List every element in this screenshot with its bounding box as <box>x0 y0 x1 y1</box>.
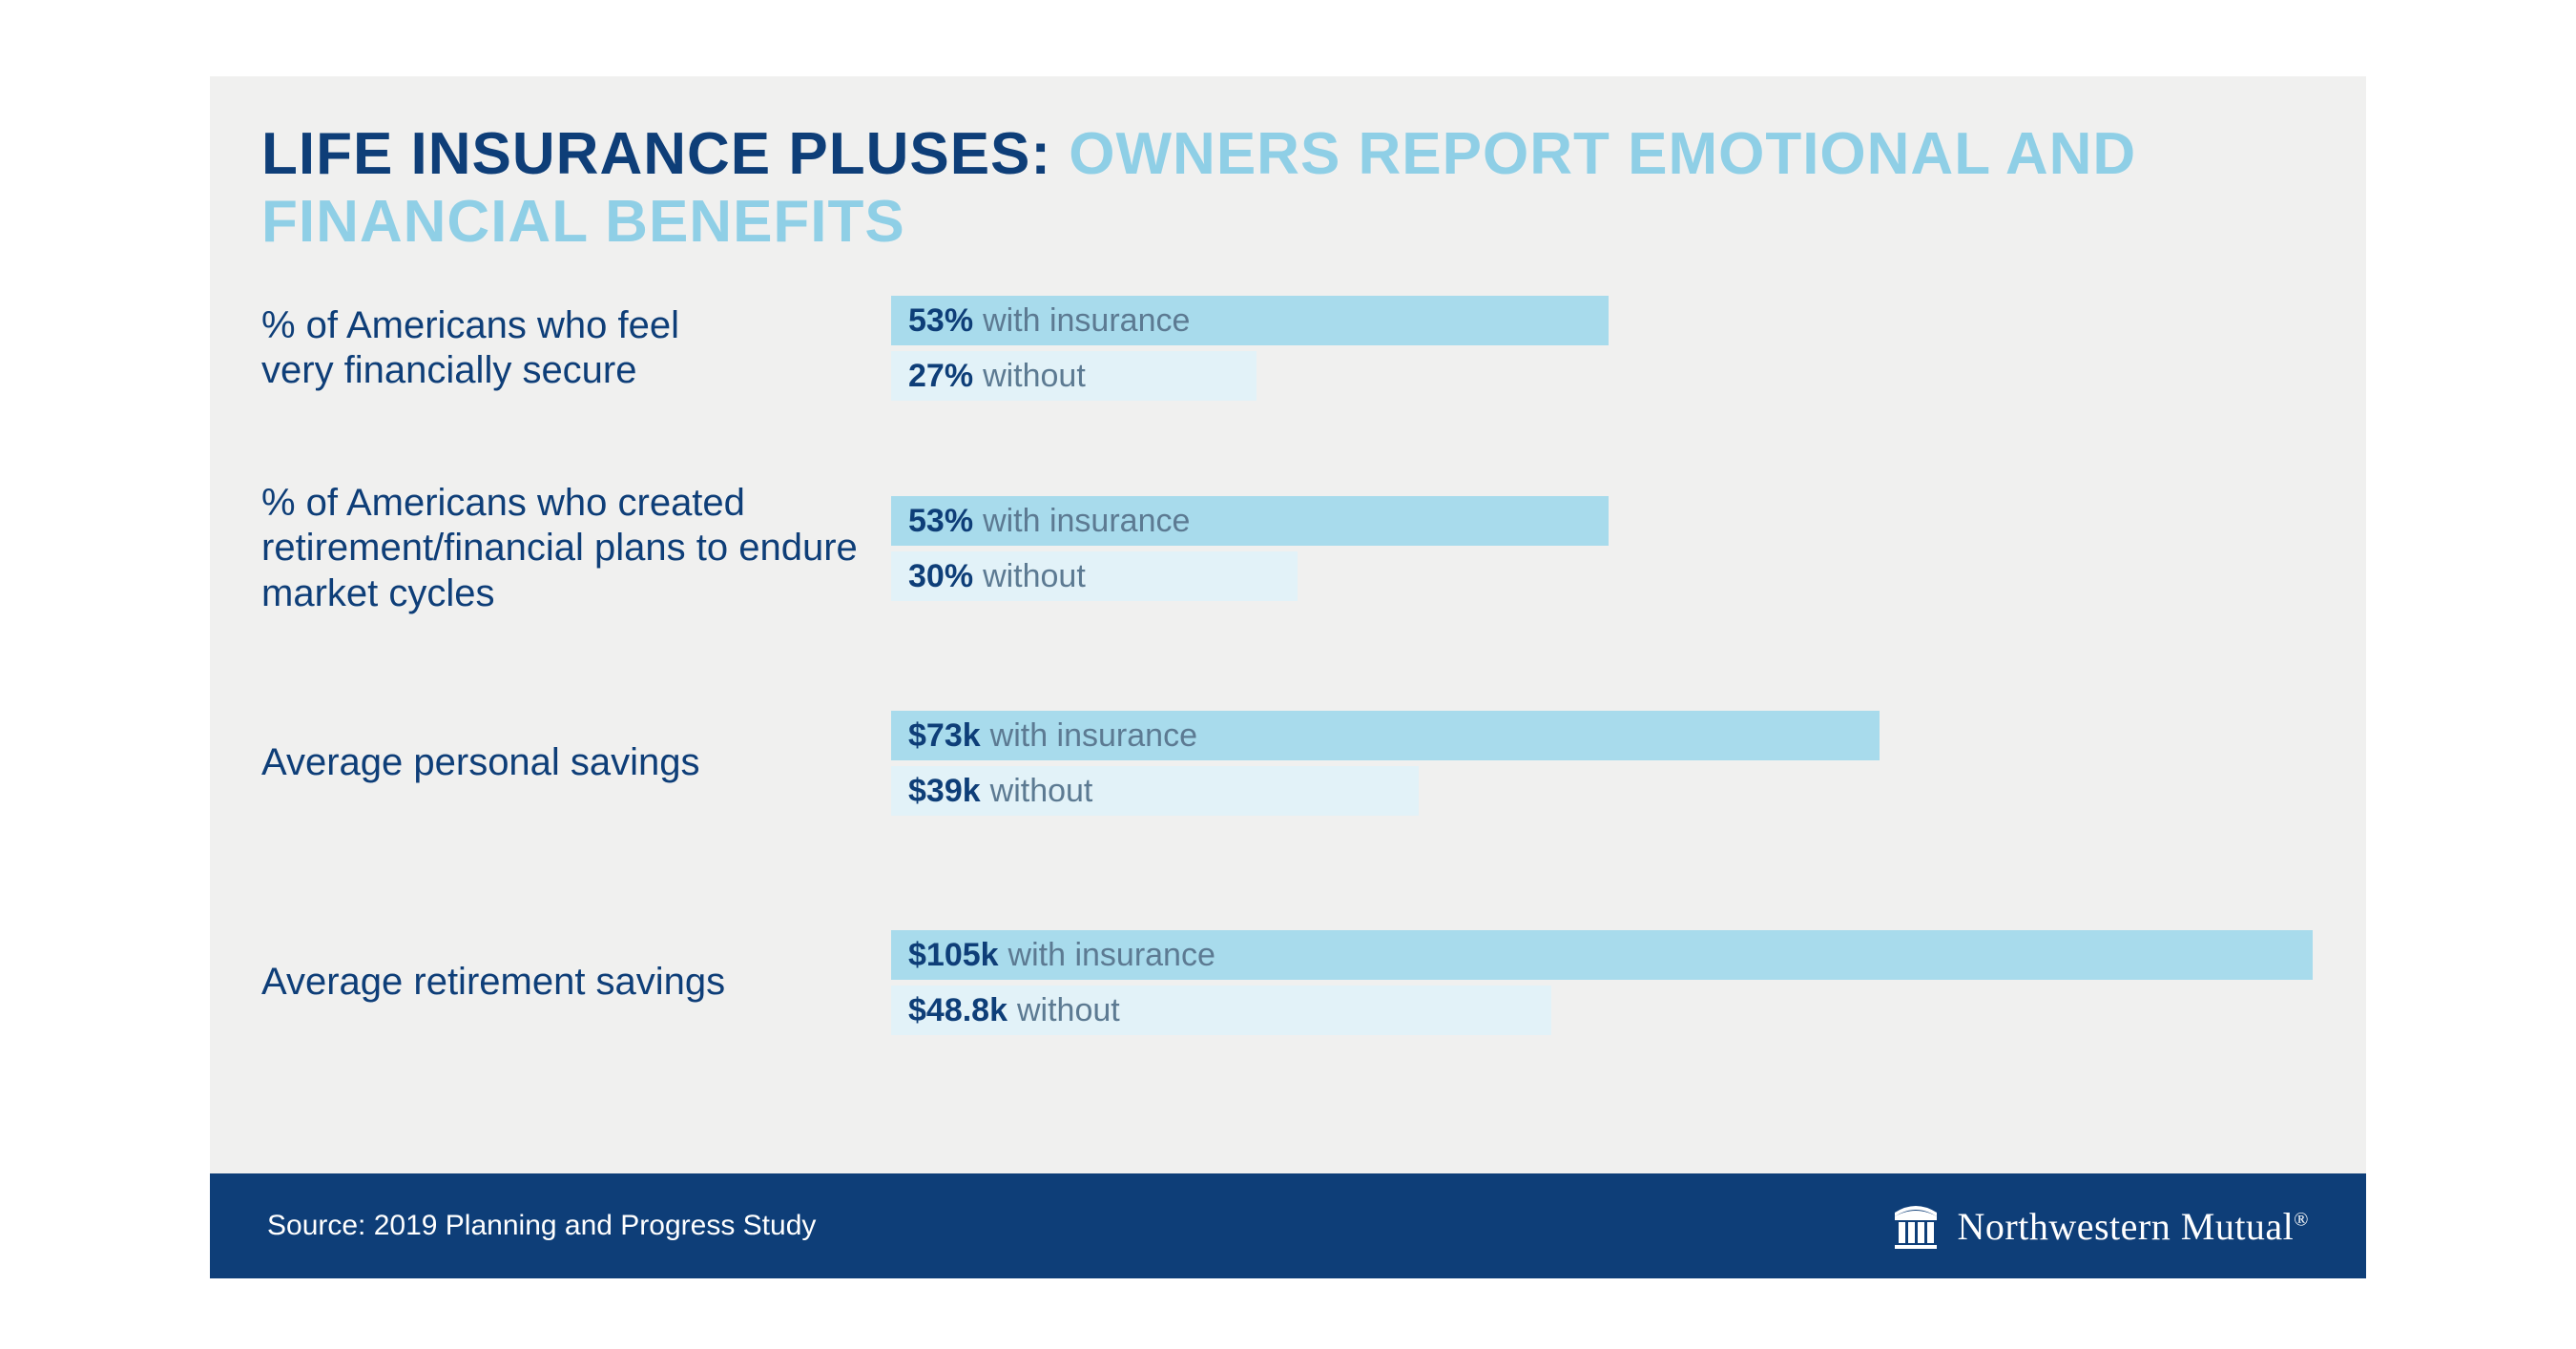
footer-bar: Source: 2019 Planning and Progress Study <box>210 1173 2366 1278</box>
bar-value: $39k <box>908 773 981 810</box>
row-label: Average retirement savings <box>261 960 891 1005</box>
bar-value: $105k <box>908 937 999 974</box>
row-bars: 53% with insurance 30% without <box>891 496 2313 601</box>
chart-row: Average personal savings$73kwith insuran… <box>261 658 2313 868</box>
chart-title: LIFE INSURANCE PLUSES: OWNERS REPORT EMO… <box>261 120 2366 256</box>
registered-mark: ® <box>2294 1209 2309 1230</box>
bar-with: $73kwith insurance <box>891 711 1880 760</box>
bar-with: 53% with insurance <box>891 296 1609 345</box>
brand-name-text: Northwestern Mutual <box>1958 1205 2295 1248</box>
infographic-canvas: LIFE INSURANCE PLUSES: OWNERS REPORT EMO… <box>210 76 2366 1278</box>
bar-without: $39kwithout <box>891 766 1419 816</box>
chart-row: % of Americans who created retirement/fi… <box>261 439 2313 658</box>
brand-lockup: Northwestern Mutual® <box>1891 1203 2309 1249</box>
column-icon <box>1891 1203 1941 1249</box>
source-citation: Source: 2019 Planning and Progress Study <box>267 1210 816 1242</box>
row-bars: $73kwith insurance$39kwithout <box>891 711 2313 816</box>
bar-suffix: with insurance <box>983 503 1190 540</box>
chart-row: % of Americans who feel very financially… <box>261 258 2313 439</box>
bar-suffix: with insurance <box>1008 937 1215 974</box>
bar-value: 53% <box>908 503 973 540</box>
bar-suffix: without <box>983 558 1086 595</box>
row-bars: $105kwith insurance$48.8kwithout <box>891 930 2313 1035</box>
bar-value: 30% <box>908 558 973 595</box>
bar-with: 53% with insurance <box>891 496 1609 546</box>
bar-value: $73k <box>908 717 981 755</box>
row-label: % of Americans who created retirement/fi… <box>261 481 891 616</box>
chart-row: Average retirement savings$105kwith insu… <box>261 868 2313 1097</box>
bar-value: $48.8k <box>908 992 1008 1029</box>
bar-without: $48.8kwithout <box>891 986 1551 1035</box>
bar-suffix: without <box>983 358 1086 395</box>
bar-suffix: with insurance <box>983 302 1190 340</box>
bar-with: $105kwith insurance <box>891 930 2313 980</box>
bar-chart-rows: % of Americans who feel very financially… <box>261 258 2313 1097</box>
bar-without: 30% without <box>891 551 1298 601</box>
bar-value: 27% <box>908 358 973 395</box>
row-label: Average personal savings <box>261 740 891 785</box>
bar-suffix: without <box>1017 992 1120 1029</box>
bar-value: 53% <box>908 302 973 340</box>
title-part1: LIFE INSURANCE PLUSES: <box>261 121 1051 187</box>
main-panel: LIFE INSURANCE PLUSES: OWNERS REPORT EMO… <box>210 76 2366 1173</box>
brand-name: Northwestern Mutual® <box>1958 1204 2309 1249</box>
bar-without: 27% without <box>891 351 1257 401</box>
row-label: % of Americans who feel very financially… <box>261 303 891 393</box>
bar-suffix: with insurance <box>990 717 1197 755</box>
bar-suffix: without <box>990 773 1093 810</box>
row-bars: 53% with insurance 27% without <box>891 296 2313 401</box>
